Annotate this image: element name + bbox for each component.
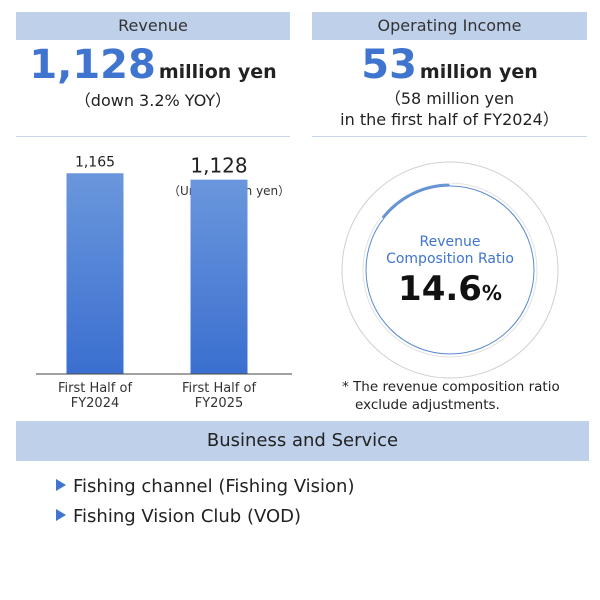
revenue-change: （down 3.2% YOY） bbox=[74, 91, 232, 110]
donut-value-percent: % bbox=[482, 281, 502, 305]
bar-value-label-2: 1,128 bbox=[190, 154, 247, 178]
bar-category-label-2: FY2025 bbox=[195, 396, 244, 411]
donut-value-number: 14.6 bbox=[398, 269, 482, 309]
service-item-fishing-channel: Fishing channel (Fishing Vision) bbox=[56, 476, 355, 497]
triangle-bullet-icon bbox=[56, 509, 66, 521]
revenue-header: Revenue bbox=[16, 12, 290, 40]
bar-category-label-1: First Half of bbox=[58, 381, 133, 396]
operating-income-header: Operating Income bbox=[312, 12, 587, 40]
bar-value-label-1: 1,165 bbox=[75, 154, 115, 170]
service-item-label: Fishing Vision Club (VOD) bbox=[73, 506, 302, 527]
bar-2 bbox=[190, 179, 248, 374]
bar-1 bbox=[66, 173, 124, 374]
revenue-unit: million yen bbox=[158, 61, 277, 83]
revenue-separator bbox=[16, 136, 290, 137]
operating-income-value: 53 bbox=[361, 42, 417, 88]
operating-income-figure: 53 million yen bbox=[312, 42, 587, 88]
operating-income-unit: million yen bbox=[419, 61, 538, 83]
revenue-composition-donut: Revenue Composition Ratio 14.6% bbox=[341, 161, 559, 379]
service-item-label: Fishing channel (Fishing Vision) bbox=[73, 476, 355, 497]
donut-label-line2: Composition Ratio bbox=[386, 251, 514, 267]
donut-label-line1: Revenue bbox=[420, 234, 481, 250]
donut-inner-border bbox=[365, 185, 535, 355]
triangle-bullet-icon bbox=[56, 479, 66, 491]
business-service-header: Business and Service bbox=[16, 421, 589, 461]
revenue-figure: 1,128 million yen bbox=[16, 42, 290, 88]
composition-note-line2: exclude adjustments. bbox=[355, 397, 500, 413]
composition-note-line1: * The revenue composition ratio bbox=[342, 379, 560, 395]
operating-income-separator bbox=[312, 136, 587, 137]
revenue-value: 1,128 bbox=[29, 42, 156, 88]
operating-income-prior-line2: in the first half of FY2024） bbox=[340, 110, 559, 129]
bar-category-label-2: First Half of bbox=[182, 381, 257, 396]
donut-value: 14.6% bbox=[398, 269, 502, 309]
bar-category-label-1: FY2024 bbox=[71, 396, 120, 411]
operating-income-prior-line1: （58 million yen bbox=[384, 89, 515, 108]
donut-outer-border bbox=[341, 161, 559, 379]
service-item-fishing-vision-club: Fishing Vision Club (VOD) bbox=[56, 506, 301, 527]
